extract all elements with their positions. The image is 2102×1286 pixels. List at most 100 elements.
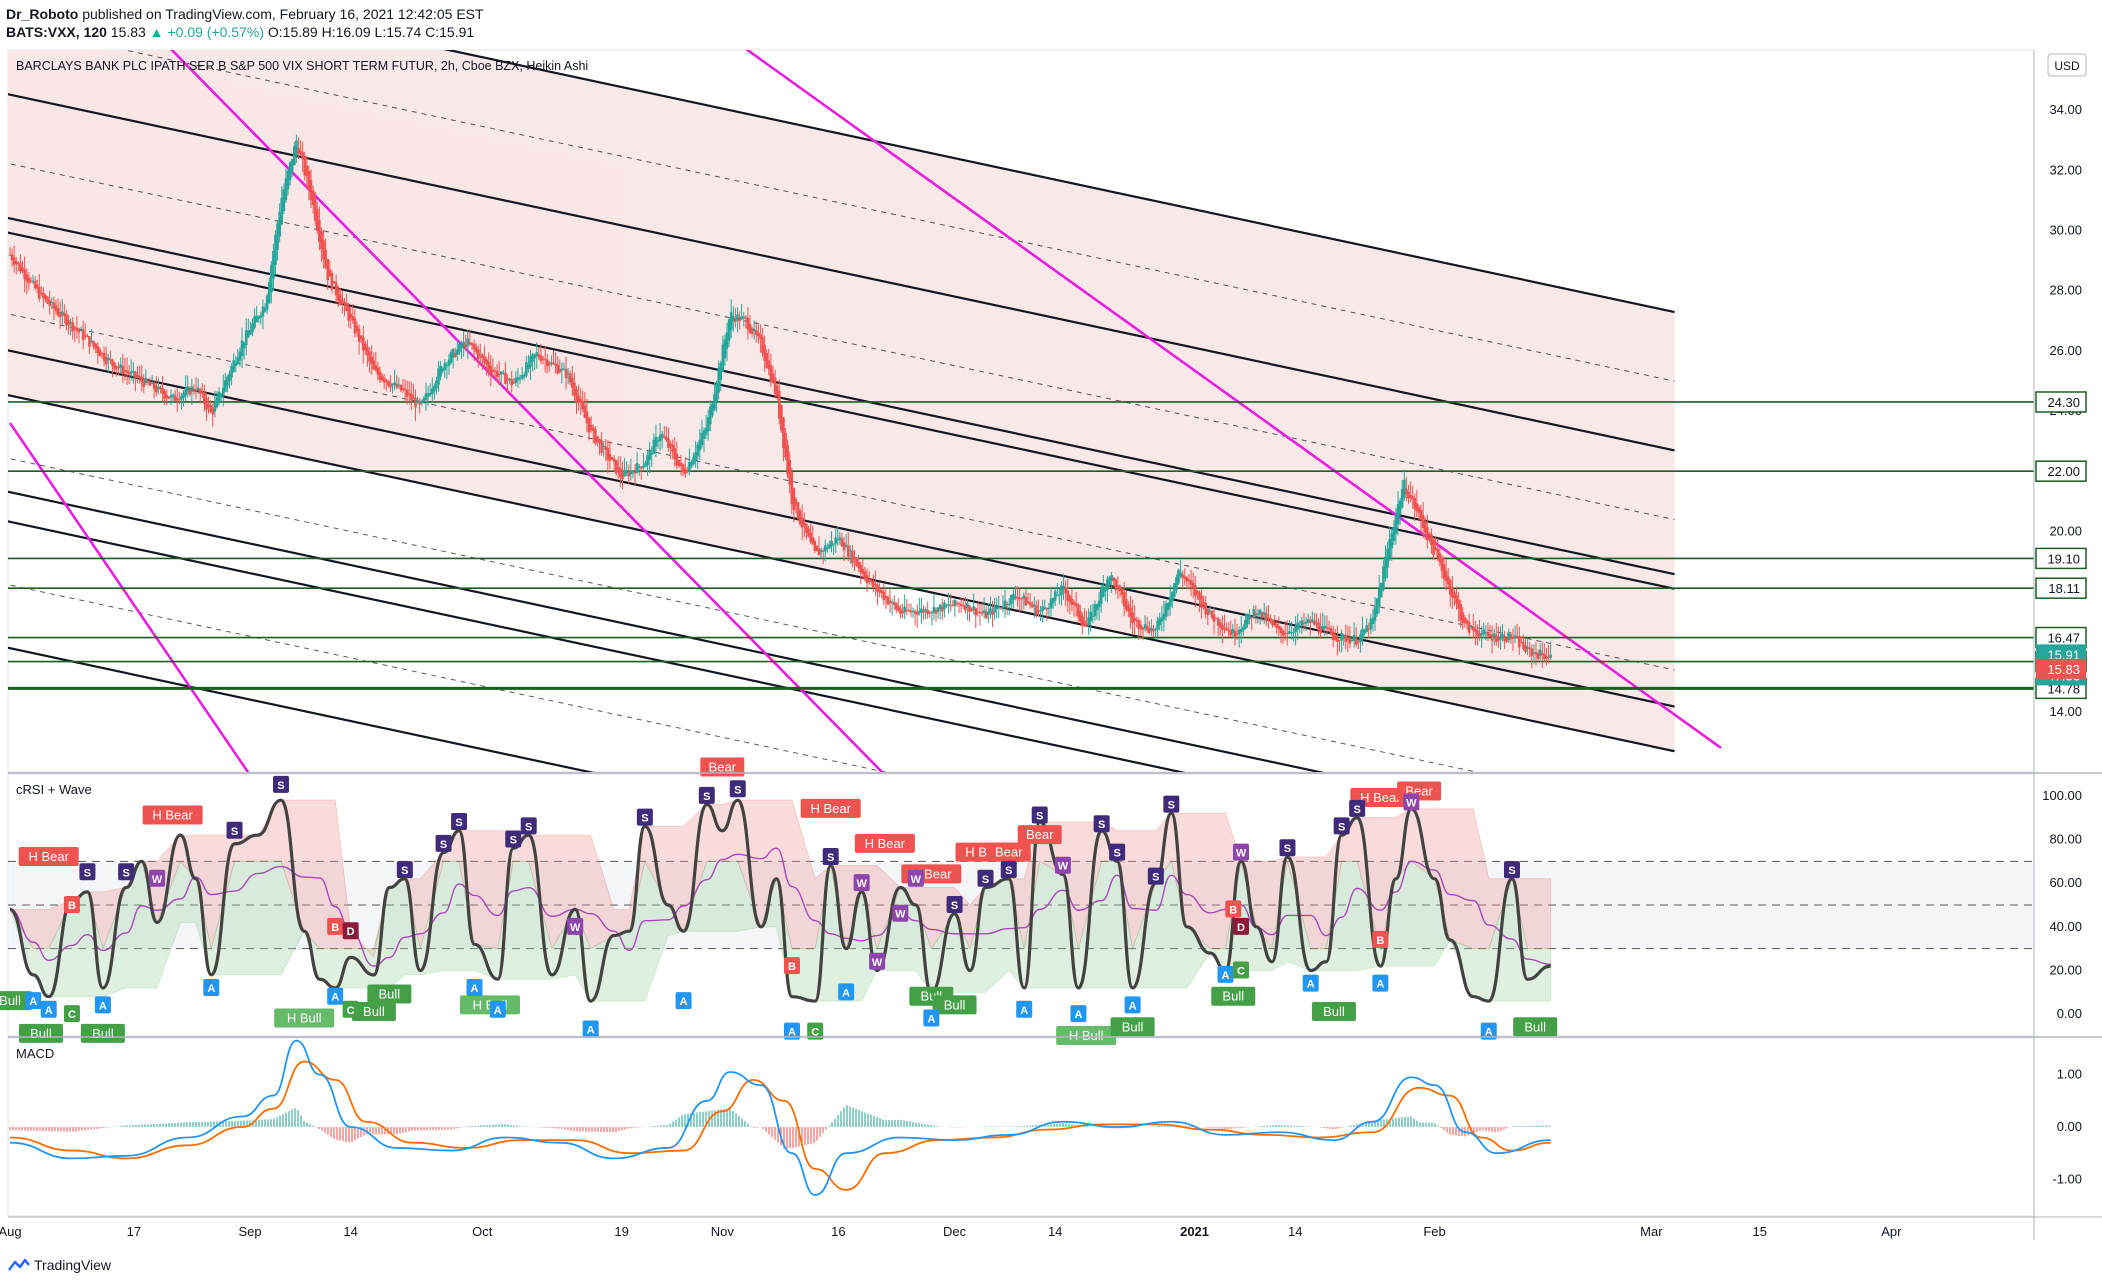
candle-body	[474, 346, 478, 352]
marker-box	[567, 917, 584, 935]
candle-body	[134, 371, 137, 378]
candle-body	[1053, 591, 1057, 601]
tradingview-logo[interactable]: TradingView	[8, 1257, 111, 1273]
candle-body	[930, 612, 934, 614]
candle-body	[1097, 600, 1101, 608]
candle-body	[1294, 626, 1297, 633]
candle-body	[1074, 603, 1078, 607]
candle-body	[752, 329, 756, 332]
candle-body	[506, 378, 509, 381]
candle-body	[1438, 553, 1442, 563]
candle-body	[1540, 652, 1544, 655]
marker-text: A	[494, 1005, 502, 1017]
marker-box	[435, 834, 452, 852]
channel-midline	[8, 457, 1479, 772]
candle-body	[1288, 631, 1291, 634]
candle-body	[1256, 614, 1260, 616]
candle-body	[719, 363, 723, 381]
candle-body	[1191, 582, 1195, 588]
candle-body	[1164, 603, 1168, 617]
price-tick-label: 20.00	[2049, 523, 2082, 538]
candle-body	[71, 322, 75, 332]
candle-body	[1482, 629, 1486, 635]
candle-body	[550, 362, 553, 365]
candle-body	[1285, 633, 1289, 635]
marker-text: A	[45, 1005, 53, 1017]
candle-body	[556, 364, 559, 374]
signal-label-box	[800, 798, 861, 818]
marker-box	[342, 1000, 359, 1018]
marker-box	[1070, 1005, 1087, 1023]
candle-body	[1517, 636, 1521, 648]
candle-body	[1229, 630, 1233, 636]
candle-body	[1122, 592, 1126, 607]
candle-body	[1549, 654, 1552, 658]
candle-body	[792, 488, 796, 511]
candle-body	[1497, 638, 1500, 641]
candle-body	[230, 365, 233, 378]
candle-body	[121, 366, 125, 374]
low-value: L:15.74	[374, 24, 422, 40]
candle-body	[598, 439, 601, 443]
candle-body	[75, 327, 79, 331]
candle-body	[326, 258, 330, 281]
candle-body	[619, 468, 622, 477]
marker-text: W	[895, 909, 906, 921]
crsi-tick-label: 20.00	[2049, 963, 2082, 978]
marker-text: S	[1168, 800, 1175, 812]
marker-box	[327, 917, 344, 935]
candle-body	[974, 608, 978, 616]
candle-body	[1070, 598, 1074, 605]
candle-body	[1503, 636, 1506, 641]
candle-body	[395, 383, 399, 388]
candle-body	[512, 382, 516, 384]
candle-body	[748, 323, 752, 333]
candle-body	[685, 471, 689, 473]
candle-body	[1189, 580, 1193, 586]
candle-body	[1384, 556, 1387, 579]
signal-label-box	[18, 846, 79, 866]
candle-body	[949, 604, 952, 606]
candle-body	[736, 314, 739, 321]
candle-body	[629, 470, 633, 475]
price-label: 15.91	[2047, 647, 2080, 662]
candle-body	[90, 340, 93, 342]
candle-body	[1315, 622, 1318, 624]
candle-body	[759, 334, 762, 340]
candle-body	[83, 335, 87, 337]
candle-body	[819, 549, 823, 552]
candle-body	[119, 364, 123, 368]
candle-body	[1233, 630, 1237, 637]
candle-body	[1248, 614, 1251, 620]
candle-body	[407, 393, 411, 395]
candle-body	[1505, 638, 1509, 642]
crsi-line	[9, 798, 1551, 1003]
signal-label-box	[1350, 788, 1411, 808]
marker-text: A	[29, 996, 37, 1008]
candle-body	[642, 465, 645, 468]
candle-body	[1012, 593, 1015, 600]
candle-body	[878, 588, 881, 593]
candle-body	[1187, 579, 1191, 582]
signal-label-box	[18, 1023, 63, 1043]
author-name[interactable]: Dr_Roboto	[6, 6, 79, 22]
marker-text: D	[1237, 922, 1245, 934]
candle-body	[1026, 601, 1030, 604]
candle-body	[690, 461, 693, 467]
magenta-trendline	[170, 50, 884, 772]
macd-tick-label: 1.00	[2057, 1067, 2082, 1082]
candle-body	[343, 301, 346, 304]
candle-body	[911, 611, 915, 613]
candle-body	[86, 335, 89, 337]
candle-body	[1254, 613, 1258, 616]
candle-body	[587, 417, 591, 433]
candle-body	[1022, 595, 1026, 599]
candle-body	[393, 382, 396, 385]
candle-body	[150, 382, 154, 384]
candle-body	[211, 408, 215, 415]
candle-body	[548, 362, 551, 366]
candle-body	[161, 388, 164, 395]
signal-label-box	[1017, 825, 1062, 845]
candle-body	[240, 340, 244, 357]
